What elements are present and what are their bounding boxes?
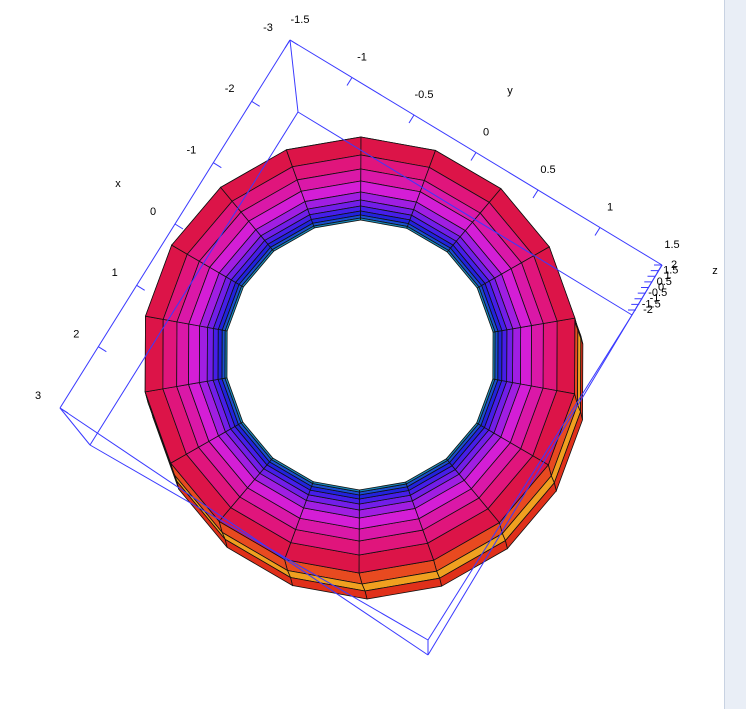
tick-label: 0.5	[657, 276, 672, 288]
axis-box: -3-2-10123-1.5-1-0.500.511.5-2-1.5-1-0.5…	[35, 14, 680, 656]
tick-mark	[136, 284, 145, 291]
torus-face	[176, 321, 190, 387]
tick-label: -1	[650, 293, 660, 305]
tick-label: 0	[483, 126, 489, 138]
tick-mark	[289, 39, 299, 46]
torus-face	[530, 323, 544, 389]
tick-mark	[656, 264, 663, 274]
tick-label: 3	[35, 390, 41, 402]
tick-mark	[213, 162, 222, 169]
tick-label: -0.5	[648, 287, 667, 299]
torus-face	[212, 327, 219, 381]
box-edge	[289, 39, 299, 113]
torus-face	[492, 331, 496, 380]
tick-label: 0.5	[540, 164, 555, 176]
box-edge	[89, 111, 299, 446]
tick-label: 1	[664, 270, 670, 282]
tick-label: -1.5	[291, 14, 310, 26]
y-axis-label: y	[507, 85, 513, 97]
torus-face	[519, 325, 532, 387]
tick-label: 0	[658, 281, 664, 293]
tick-label: -2	[643, 304, 653, 316]
torus-face	[497, 330, 503, 382]
tick-label: 1	[607, 201, 613, 213]
box-edge	[59, 407, 429, 656]
tick-mark	[251, 100, 260, 107]
torus-face	[556, 317, 576, 395]
chart: -3-2-10123-1.5-1-0.500.511.5-2-1.5-1-0.5…	[35, 14, 718, 656]
torus-face	[512, 326, 522, 385]
torus-face	[506, 328, 514, 384]
tick-label: -2	[225, 83, 235, 95]
tick-mark	[284, 39, 291, 49]
tick-label: 0	[150, 206, 156, 218]
z-axis-label: z	[712, 265, 718, 277]
scrollbar[interactable]	[724, 0, 746, 709]
tick-label: 1.5	[664, 239, 679, 251]
tick-mark	[408, 114, 415, 124]
tick-label: -3	[263, 22, 273, 34]
box-edge	[59, 407, 91, 446]
tick-mark	[532, 189, 539, 199]
x-axis-label: x	[115, 178, 121, 190]
torus-face	[162, 318, 178, 390]
tick-mark	[346, 77, 353, 86]
box-edge	[89, 444, 429, 641]
torus-surface	[144, 136, 584, 600]
torus-face	[198, 325, 208, 384]
torus-face	[224, 330, 228, 379]
torus-side-face	[580, 336, 584, 420]
box-edge	[631, 264, 663, 316]
torus-face	[188, 323, 201, 385]
tick-label: 2	[671, 259, 677, 271]
tick-label: -0.5	[415, 89, 434, 101]
tick-label: -1	[186, 145, 196, 157]
tick-label: -1.5	[642, 298, 661, 310]
box-edge	[297, 111, 633, 316]
tick-mark	[98, 346, 107, 353]
tick-label: 1	[112, 267, 118, 279]
tick-label: -1	[357, 51, 367, 63]
tick-mark	[594, 227, 601, 236]
torus-face	[501, 329, 508, 383]
torus-face	[206, 326, 214, 382]
tick-mark	[174, 223, 184, 230]
tick-mark	[470, 152, 477, 161]
torus-face	[476, 286, 496, 333]
box-edge	[427, 314, 633, 641]
torus-face	[217, 328, 223, 380]
tick-mark	[59, 407, 69, 414]
tick-label: 1.5	[663, 265, 678, 277]
torus-face	[144, 315, 164, 393]
torus-face	[542, 320, 558, 392]
tick-label: 2	[73, 329, 79, 341]
